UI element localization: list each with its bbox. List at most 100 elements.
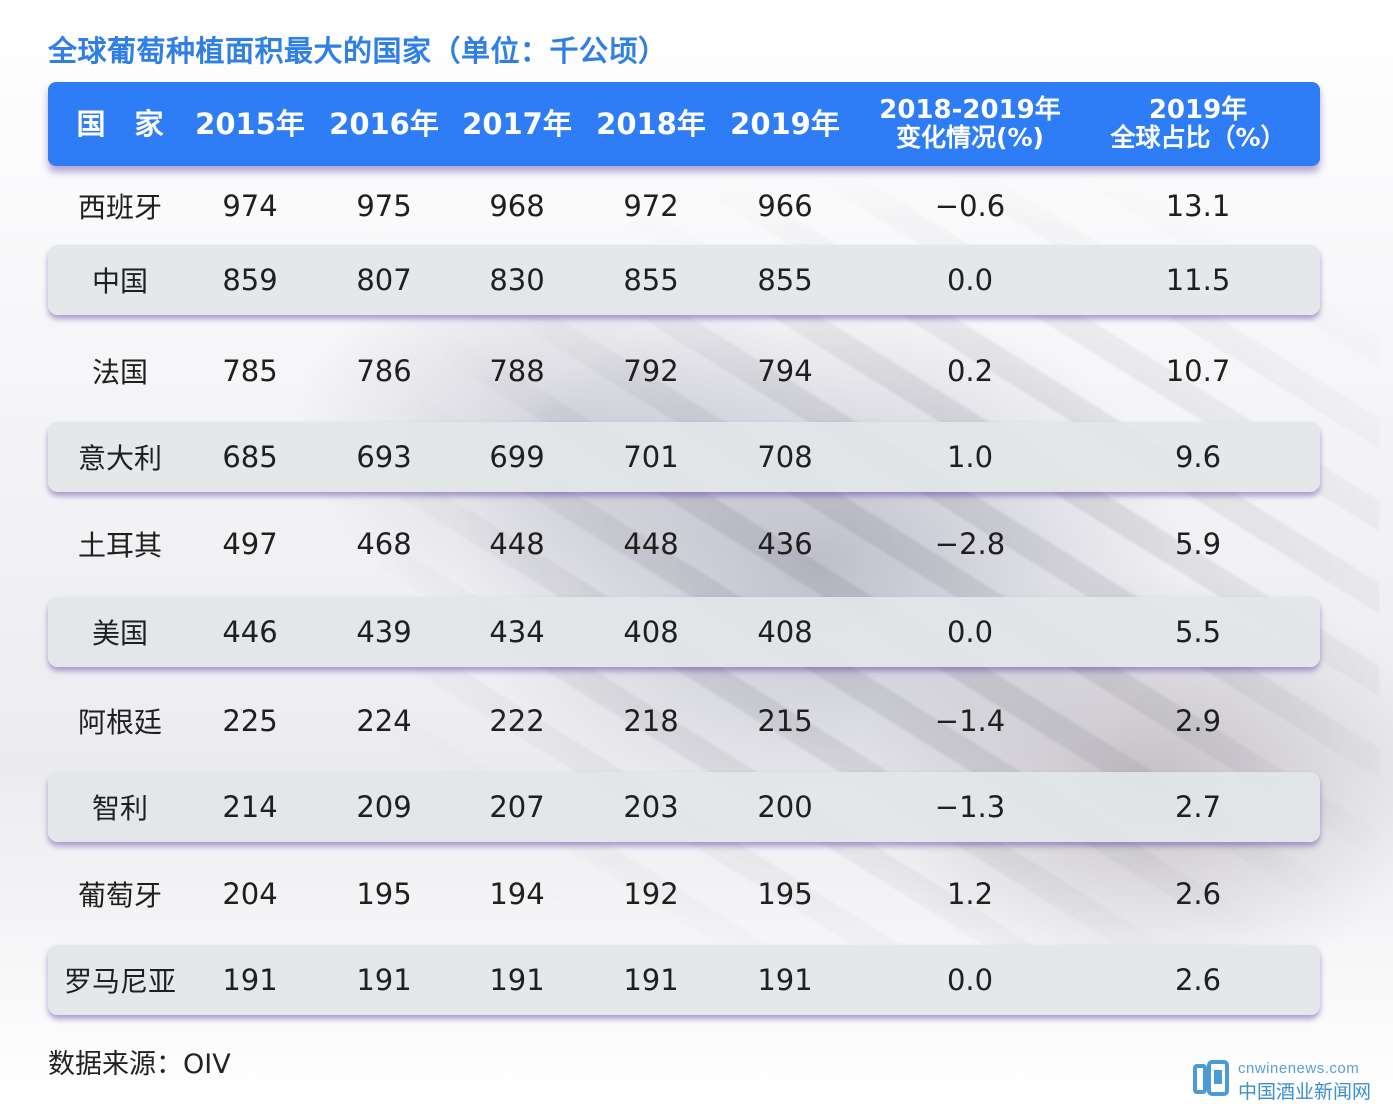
- value-cell: 192: [623, 877, 679, 911]
- table-row: 葡萄牙 204 195 194 192 195 1.2 2.6: [48, 858, 1320, 930]
- country-cell: 意大利: [77, 442, 162, 475]
- header-label: 国 家: [76, 106, 164, 141]
- country-cell: 阿根廷: [77, 706, 162, 739]
- header-label: 2016年: [329, 106, 439, 141]
- table-row: 罗马尼亚 191 191 191 191 191 0.0 2.6: [48, 945, 1320, 1015]
- chart-title: 全球葡萄种植面积最大的国家（单位：千公顷）: [48, 34, 668, 68]
- value-cell: 9.6: [1174, 440, 1222, 474]
- value-cell: 225: [222, 704, 278, 738]
- header-cell: 2017年: [452, 82, 582, 166]
- table-row: 中国 859 807 830 855 855 0.0 11.5: [48, 245, 1320, 315]
- header-cell: 2019年 全球占比（%）: [1083, 82, 1313, 166]
- value-cell: 13.1: [1165, 189, 1231, 223]
- value-cell: 708: [757, 440, 813, 474]
- country-cell: 智利: [91, 792, 148, 825]
- table-row: 土耳其 497 468 448 448 436 −2.8 5.9: [48, 508, 1320, 580]
- country-cell: 西班牙: [77, 191, 162, 224]
- watermark: cnwinenews.com 中国酒业新闻网: [1192, 1060, 1392, 1103]
- header-cell: 2016年: [319, 82, 449, 166]
- table-row: 阿根廷 225 224 222 218 215 −1.4 2.9: [48, 685, 1320, 757]
- watermark-url: cnwinenews.com: [1238, 1060, 1360, 1077]
- value-cell: 830: [489, 263, 545, 297]
- value-cell: 191: [623, 963, 679, 997]
- value-cell: 497: [222, 527, 278, 561]
- value-cell: 191: [489, 963, 545, 997]
- header-label: 2019年: [1148, 95, 1248, 126]
- header-label: 2017年: [462, 106, 572, 141]
- watermark-name: 中国酒业新闻网: [1238, 1081, 1372, 1103]
- value-cell: 2.9: [1174, 704, 1222, 738]
- value-cell: 972: [623, 189, 679, 223]
- value-cell: 194: [489, 877, 545, 911]
- value-cell: −2.8: [934, 527, 1006, 561]
- value-cell: 685: [222, 440, 278, 474]
- value-cell: 1.2: [946, 877, 994, 911]
- value-cell: 200: [757, 790, 813, 824]
- value-cell: 807: [356, 263, 412, 297]
- country-cell: 葡萄牙: [77, 879, 162, 912]
- table-row: 智利 214 209 207 203 200 −1.3 2.7: [48, 772, 1320, 842]
- value-cell: 195: [757, 877, 813, 911]
- header-label: 2015年: [195, 106, 305, 141]
- value-cell: 204: [222, 877, 278, 911]
- value-cell: 968: [489, 189, 545, 223]
- header-label: 全球占比（%）: [1110, 122, 1286, 152]
- value-cell: 785: [222, 354, 278, 388]
- value-cell: 693: [356, 440, 412, 474]
- header-cell: 2019年: [720, 82, 850, 166]
- value-cell: 5.9: [1174, 527, 1222, 561]
- value-cell: 408: [623, 615, 679, 649]
- value-cell: 203: [623, 790, 679, 824]
- value-cell: 11.5: [1165, 263, 1231, 297]
- value-cell: 786: [356, 354, 412, 388]
- value-cell: 975: [356, 189, 412, 223]
- value-cell: 448: [623, 527, 679, 561]
- header-label: 2019年: [730, 106, 840, 141]
- country-cell: 法国: [91, 356, 148, 389]
- value-cell: 439: [356, 615, 412, 649]
- value-cell: 1.0: [946, 440, 994, 474]
- value-cell: 214: [222, 790, 278, 824]
- value-cell: 191: [757, 963, 813, 997]
- header-label: 变化情况(%): [896, 122, 1044, 152]
- value-cell: 222: [489, 704, 545, 738]
- value-cell: 0.0: [946, 615, 994, 649]
- value-cell: 974: [222, 189, 278, 223]
- value-cell: 195: [356, 877, 412, 911]
- value-cell: 699: [489, 440, 545, 474]
- value-cell: 701: [623, 440, 679, 474]
- value-cell: 468: [356, 527, 412, 561]
- value-cell: 794: [757, 354, 813, 388]
- data-source-note: 数据来源：OIV: [48, 1049, 231, 1080]
- header-cell: 2018年: [586, 82, 716, 166]
- value-cell: −0.6: [934, 189, 1006, 223]
- value-cell: 446: [222, 615, 278, 649]
- value-cell: 224: [356, 704, 412, 738]
- value-cell: 2.6: [1174, 877, 1222, 911]
- value-cell: 209: [356, 790, 412, 824]
- table-row: 法国 785 786 788 792 794 0.2 10.7: [48, 335, 1320, 407]
- value-cell: 855: [757, 263, 813, 297]
- table-row: 美国 446 439 434 408 408 0.0 5.5: [48, 597, 1320, 667]
- country-cell: 土耳其: [77, 529, 162, 562]
- value-cell: 859: [222, 263, 278, 297]
- value-cell: 855: [623, 263, 679, 297]
- value-cell: 434: [489, 615, 545, 649]
- value-cell: 792: [623, 354, 679, 388]
- header-label: 2018-2019年: [879, 95, 1061, 126]
- table-row: 西班牙 974 975 968 972 966 −0.6 13.1: [48, 170, 1320, 242]
- cnwinenews-logo-icon: [1193, 1060, 1229, 1096]
- value-cell: 5.5: [1174, 615, 1222, 649]
- value-cell: 207: [489, 790, 545, 824]
- value-cell: −1.4: [934, 704, 1006, 738]
- value-cell: 0.0: [946, 263, 994, 297]
- value-cell: 436: [757, 527, 813, 561]
- value-cell: 448: [489, 527, 545, 561]
- value-cell: 218: [623, 704, 679, 738]
- value-cell: −1.3: [934, 790, 1006, 824]
- value-cell: 10.7: [1165, 354, 1231, 388]
- value-cell: 788: [489, 354, 545, 388]
- value-cell: 2.7: [1174, 790, 1222, 824]
- header-cell: 国 家: [45, 82, 195, 166]
